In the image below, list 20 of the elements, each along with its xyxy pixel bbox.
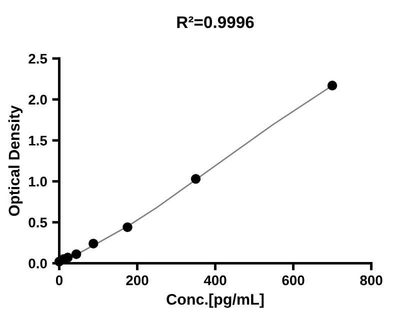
y-tick-label: 0.5 [28, 218, 48, 228]
y-tick-label: 0.0 [28, 258, 47, 268]
point [62, 252, 73, 262]
y-tick-label: 2.0 [28, 94, 47, 105]
x-axis-title: Conc.[pg/mL] [166, 294, 264, 308]
y-axis-title: Optical Density [8, 105, 23, 216]
point [122, 222, 132, 232]
chart-title: R²=0.9996 [177, 16, 254, 28]
x-tick-label: 0 [56, 275, 63, 286]
point [190, 174, 201, 184]
point [88, 238, 98, 248]
x-tick-label: 400 [204, 275, 226, 286]
y-tick-label: 1.0 [29, 176, 47, 187]
x-tick-label: 200 [126, 275, 148, 286]
y-tick-label: 1.5 [29, 136, 48, 146]
x-tick-label: 800 [360, 275, 382, 286]
y-tick-label: 2.5 [28, 54, 48, 64]
point [327, 80, 338, 90]
x-tick-label: 600 [282, 275, 304, 286]
point [71, 249, 82, 260]
